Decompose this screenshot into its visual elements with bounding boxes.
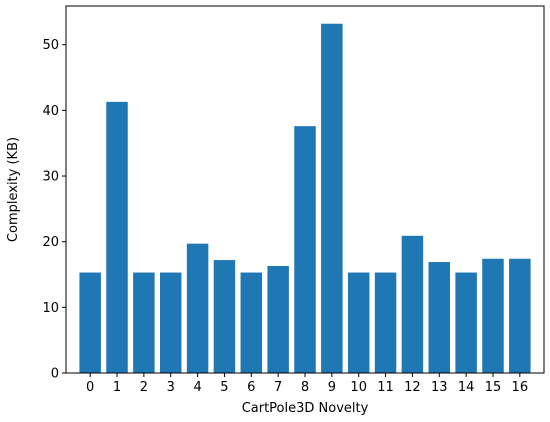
x-axis-ticks: 0 1 2 3 4 5 6 7 8 9 10 11 12 13 14 15 16 [86,373,528,395]
bar-15 [482,258,504,373]
y-tick-label: 10 [42,301,59,316]
x-tick-label: 11 [377,380,394,395]
bar-9 [321,23,343,374]
bar-14 [455,272,477,373]
bar-1 [106,101,128,374]
bar-2 [133,272,155,373]
y-tick-label: 50 [42,38,59,53]
plot-frame [65,5,545,374]
y-axis-ticks: 0 10 20 30 40 50 [42,38,66,382]
bar-0 [79,272,101,373]
x-axis-label: CartPole3D Novelty [242,401,369,416]
bar-11 [374,272,397,373]
x-tick-label: 9 [328,380,336,395]
x-tick-label: 10 [350,380,367,395]
x-tick-label: 6 [247,380,255,395]
bar-3 [159,272,182,373]
x-tick-label: 16 [512,380,529,395]
bar-5 [213,260,236,373]
y-tick-label: 20 [42,235,59,250]
y-tick-label: 40 [42,104,59,119]
x-tick-label: 7 [274,380,282,395]
x-tick-label: 1 [113,380,121,395]
bar-16 [509,258,531,373]
y-tick-label: 30 [42,170,59,185]
x-tick-label: 14 [458,380,475,395]
bar-7 [267,265,289,373]
x-tick-label: 2 [140,380,148,395]
x-tick-label: 5 [220,380,228,395]
bar-4 [186,243,209,373]
y-tick-label: 0 [51,367,59,382]
bars-group [79,23,531,374]
bar-6 [240,272,263,373]
bar-12 [401,235,424,373]
x-tick-label: 12 [404,380,421,395]
x-tick-label: 3 [167,380,175,395]
x-tick-label: 4 [193,380,201,395]
bar-13 [428,262,451,373]
bar-10 [347,272,370,373]
x-tick-label: 0 [86,380,94,395]
x-tick-label: 13 [431,380,448,395]
x-tick-label: 8 [301,380,309,395]
x-tick-label: 15 [485,380,502,395]
bar-8 [294,126,316,374]
y-axis-label: Complexity (KB) [6,137,21,242]
